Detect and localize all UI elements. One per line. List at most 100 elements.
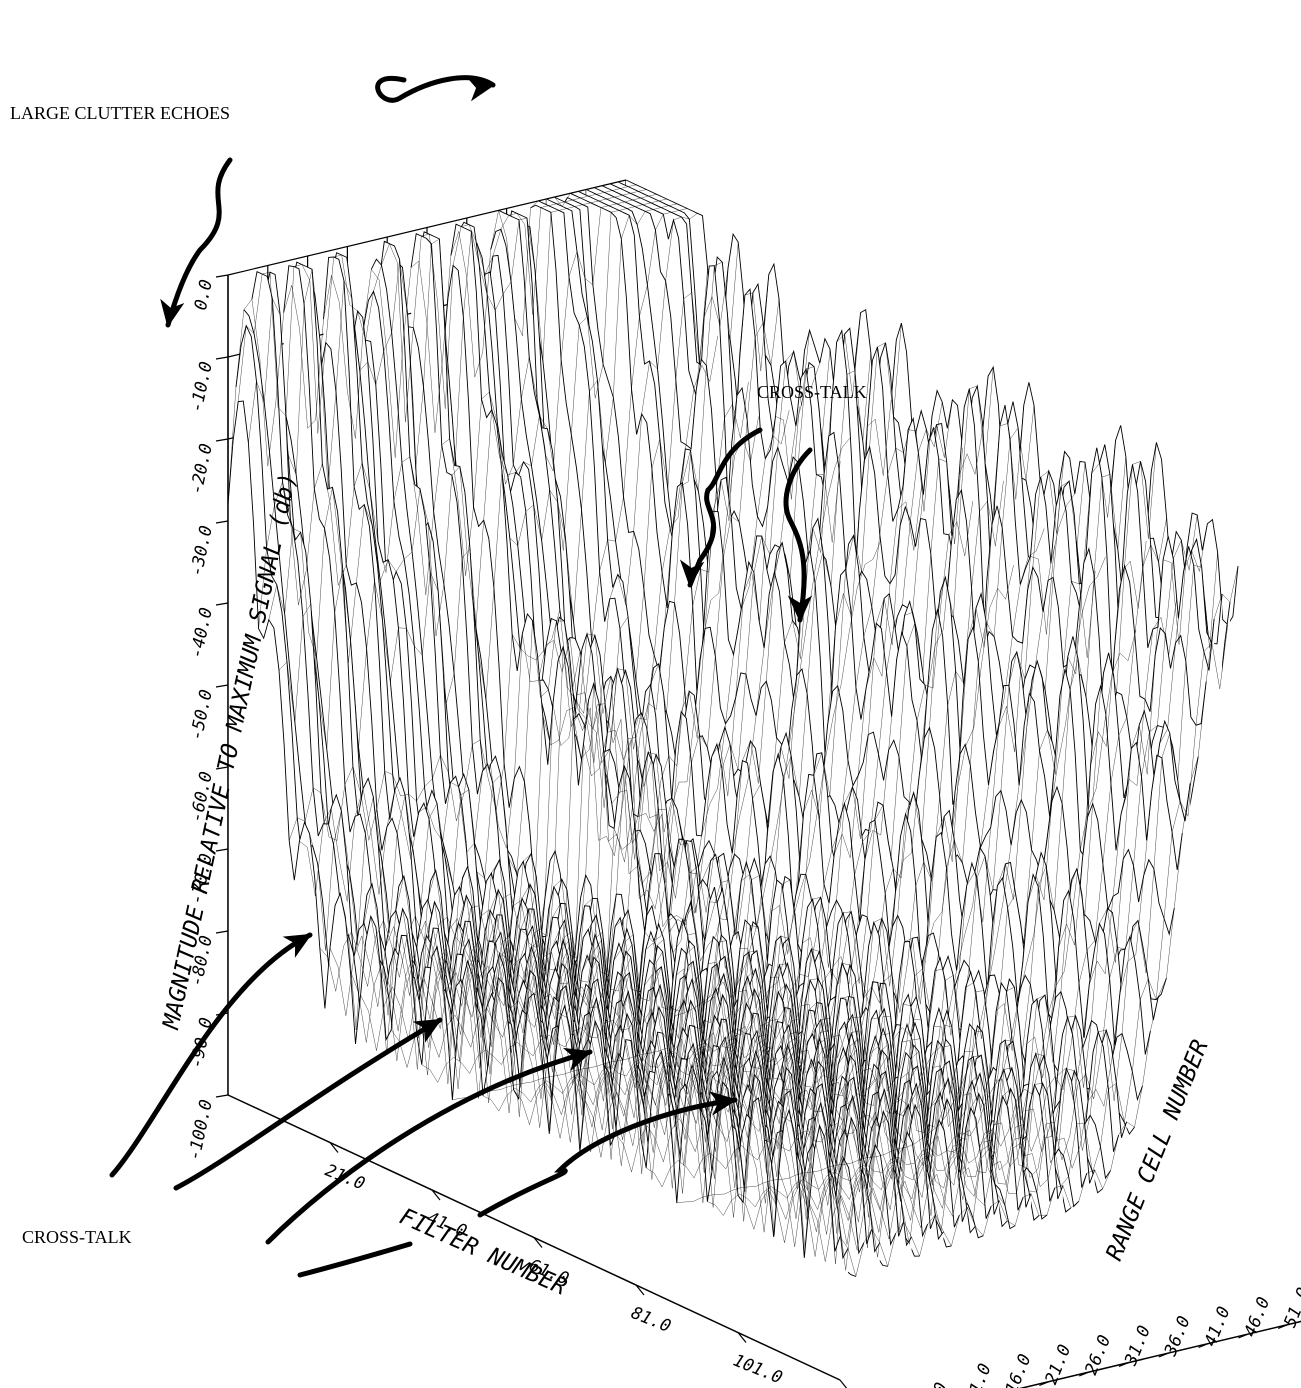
surface-filter-line bbox=[431, 349, 831, 1084]
surface-filter-line bbox=[809, 523, 1208, 1262]
z-tick-mark bbox=[215, 930, 229, 934]
surface-filter-line bbox=[635, 405, 1035, 1180]
surface-filter-line bbox=[819, 552, 1218, 1265]
y-tick-mark bbox=[1238, 1333, 1249, 1339]
surface-filter-line bbox=[829, 624, 1229, 1271]
surface-filter-line bbox=[615, 565, 1014, 1173]
annotation-arrow bbox=[297, 1241, 413, 1278]
x-tick-label: 101.0 bbox=[730, 1351, 785, 1388]
surface-filter-line bbox=[656, 546, 1055, 1189]
annotation-large-clutter: LARGE CLUTTER ECHOES bbox=[10, 103, 230, 123]
z-tick-label: -50.0 bbox=[187, 688, 217, 742]
y-tick-mark bbox=[1277, 1323, 1289, 1330]
y-tick-mark bbox=[1198, 1342, 1209, 1349]
surface-filter-line bbox=[268, 198, 667, 664]
surface-filter-line bbox=[319, 335, 719, 992]
surface-filter-line bbox=[503, 323, 902, 1117]
surface-filter-line bbox=[686, 462, 1086, 1203]
y-tick-mark bbox=[1118, 1361, 1130, 1368]
y-tick-mark bbox=[1078, 1371, 1090, 1377]
surface-filter-line bbox=[727, 456, 1127, 1222]
annotation-crosstalk-bottom: CROSS-TALK bbox=[22, 1227, 132, 1247]
y-tick-mark bbox=[1158, 1352, 1170, 1358]
surface-filter-line bbox=[625, 405, 1025, 1174]
annotation-arrowhead bbox=[160, 298, 185, 328]
surface-filter-line bbox=[237, 184, 637, 434]
z-tick-label: -100.0 bbox=[185, 1098, 217, 1162]
surface-filter-line bbox=[554, 399, 953, 1143]
x-tick-mark bbox=[635, 1284, 645, 1296]
surface-filter-line bbox=[594, 367, 994, 1160]
surface-filter-line bbox=[401, 406, 800, 1070]
surface-filter-line bbox=[646, 528, 1045, 1188]
surface-filter-line bbox=[513, 419, 912, 1126]
y-tick-label: 51.0 bbox=[1280, 1285, 1301, 1330]
x-tick-mark bbox=[329, 1142, 339, 1153]
surface-filter-line bbox=[666, 451, 1065, 1194]
y-tick-label: 11.0 bbox=[962, 1361, 996, 1388]
surface-filter-line bbox=[523, 483, 923, 1128]
surface-filter-line bbox=[533, 415, 933, 1132]
surface-filter-line bbox=[278, 203, 678, 750]
x-tick-mark bbox=[431, 1189, 441, 1201]
annotation-arrowhead bbox=[282, 933, 313, 958]
y-tick-label: 36.0 bbox=[1161, 1313, 1195, 1359]
y-tick-label: 31.0 bbox=[1121, 1323, 1155, 1369]
annotation-arrowhead bbox=[412, 1018, 443, 1043]
z-tick-label: -10.0 bbox=[187, 360, 217, 414]
surface-filter-line bbox=[339, 242, 739, 1031]
z-tick-label: -30.0 bbox=[187, 524, 217, 578]
z-tick-label: -20.0 bbox=[187, 442, 217, 496]
annotation-arrow bbox=[265, 1049, 593, 1245]
surface-filter-line bbox=[329, 268, 729, 1016]
annotation-arrow bbox=[173, 1017, 443, 1191]
z-tick-mark bbox=[215, 438, 229, 442]
z-tick-mark bbox=[215, 356, 229, 360]
x-tick-mark bbox=[839, 1379, 848, 1388]
surface-filter-line bbox=[288, 208, 688, 841]
annotation-arrowhead bbox=[709, 1091, 738, 1116]
surface-filter-line bbox=[605, 480, 1004, 1166]
surface-filter-line bbox=[768, 517, 1167, 1243]
surface-filter-line bbox=[258, 194, 657, 629]
surface-filter-line bbox=[248, 189, 647, 489]
annotation-arrow bbox=[109, 932, 313, 1178]
annotation-arrows bbox=[109, 75, 813, 1278]
surface-filter-line bbox=[574, 501, 974, 1153]
y-tick-label: 46.0 bbox=[1240, 1294, 1274, 1339]
x-tick-mark bbox=[533, 1237, 543, 1248]
z-tick-mark bbox=[215, 684, 229, 688]
surface-filter-line bbox=[299, 213, 698, 902]
annotation-crosstalk-top: CROSS-TALK bbox=[757, 382, 867, 402]
surface-filter-line bbox=[696, 570, 1096, 1208]
surface-filter-line bbox=[441, 461, 841, 1089]
annotation-arrow bbox=[477, 1097, 738, 1218]
surface-filter-line bbox=[411, 330, 810, 1076]
surface-filter-line bbox=[492, 399, 892, 1114]
surface-filter-line bbox=[778, 597, 1178, 1247]
z-tick-label: 0.0 bbox=[191, 278, 217, 312]
surface-filter-line bbox=[390, 410, 790, 1069]
y-tick-label: 21.0 bbox=[1041, 1342, 1075, 1387]
surface-filter-line bbox=[370, 274, 770, 1055]
annotation-arrowhead bbox=[562, 1047, 593, 1072]
annotation-arrow bbox=[165, 157, 233, 328]
surface-filter-line bbox=[462, 312, 861, 1099]
x-tick-mark bbox=[737, 1332, 747, 1343]
surface-mesh bbox=[227, 179, 1239, 1380]
annotation-arrowhead bbox=[466, 77, 496, 102]
z-tick-mark bbox=[215, 274, 229, 278]
y-tick-label: 16.0 bbox=[1002, 1351, 1036, 1388]
surface-filter-line bbox=[676, 493, 1076, 1204]
z-tick-mark bbox=[215, 766, 229, 770]
surface-filter-line bbox=[472, 352, 872, 1103]
z-tick-mark bbox=[215, 520, 229, 524]
surface-filter-line bbox=[758, 442, 1157, 1236]
z-tick-label: -40.0 bbox=[187, 606, 217, 660]
y-tick-label: 6.0 bbox=[922, 1380, 952, 1388]
y-tick-label: 41.0 bbox=[1201, 1304, 1235, 1349]
surface-filter-line bbox=[421, 363, 821, 1083]
surface-filter-line bbox=[798, 514, 1198, 1257]
